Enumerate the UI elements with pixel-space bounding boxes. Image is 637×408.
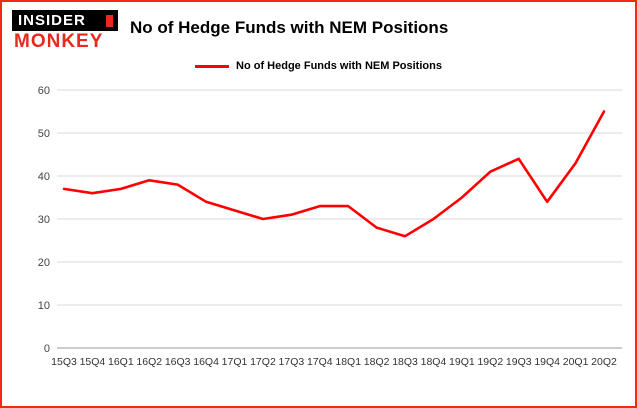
x-tick-label: 17Q1 bbox=[222, 356, 248, 368]
y-tick-label: 30 bbox=[38, 214, 50, 226]
x-tick-label: 20Q2 bbox=[591, 356, 617, 368]
x-tick-label: 17Q4 bbox=[307, 356, 333, 368]
x-tick-label: 15Q3 bbox=[51, 356, 77, 368]
chart-title: No of Hedge Funds with NEM Positions bbox=[130, 18, 449, 37]
x-tick-label: 15Q4 bbox=[80, 356, 106, 368]
x-tick-label: 18Q2 bbox=[364, 356, 390, 368]
x-tick-label: 18Q4 bbox=[421, 356, 447, 368]
x-tick-label: 16Q3 bbox=[165, 356, 191, 368]
x-tick-label: 18Q1 bbox=[335, 356, 361, 368]
legend-line-swatch bbox=[195, 64, 230, 68]
logo-insider-text: INSIDER bbox=[18, 12, 86, 29]
x-tick-label: 16Q1 bbox=[108, 356, 134, 368]
x-tick-label: 17Q3 bbox=[279, 356, 305, 368]
y-tick-label: 50 bbox=[38, 128, 50, 140]
y-tick-label: 60 bbox=[38, 85, 50, 97]
x-tick-label: 16Q2 bbox=[136, 356, 162, 368]
x-tick-label: 20Q1 bbox=[563, 356, 589, 368]
y-tick-label: 0 bbox=[44, 343, 50, 355]
y-tick-label: 10 bbox=[38, 300, 50, 312]
x-tick-label: 19Q3 bbox=[506, 356, 532, 368]
y-tick-label: 40 bbox=[38, 171, 50, 183]
x-tick-label: 19Q1 bbox=[449, 356, 475, 368]
logo-monkey-text: MONKEY bbox=[14, 31, 104, 52]
x-tick-label: 19Q4 bbox=[534, 356, 560, 368]
logo-insider-row: INSIDER bbox=[12, 10, 118, 31]
x-tick-label: 17Q2 bbox=[250, 356, 276, 368]
y-tick-label: 20 bbox=[38, 257, 50, 269]
insider-monkey-logo: INSIDER MONKEY bbox=[12, 10, 118, 52]
x-tick-label: 16Q4 bbox=[193, 356, 219, 368]
logo-red-mark-icon bbox=[106, 14, 113, 27]
series-line bbox=[62, 110, 606, 238]
legend: No of Hedge Funds with NEM Positions bbox=[2, 60, 635, 72]
legend-label: No of Hedge Funds with NEM Positions bbox=[236, 60, 442, 72]
x-tick-label: 19Q2 bbox=[477, 356, 503, 368]
x-tick-label: 18Q3 bbox=[392, 356, 418, 368]
